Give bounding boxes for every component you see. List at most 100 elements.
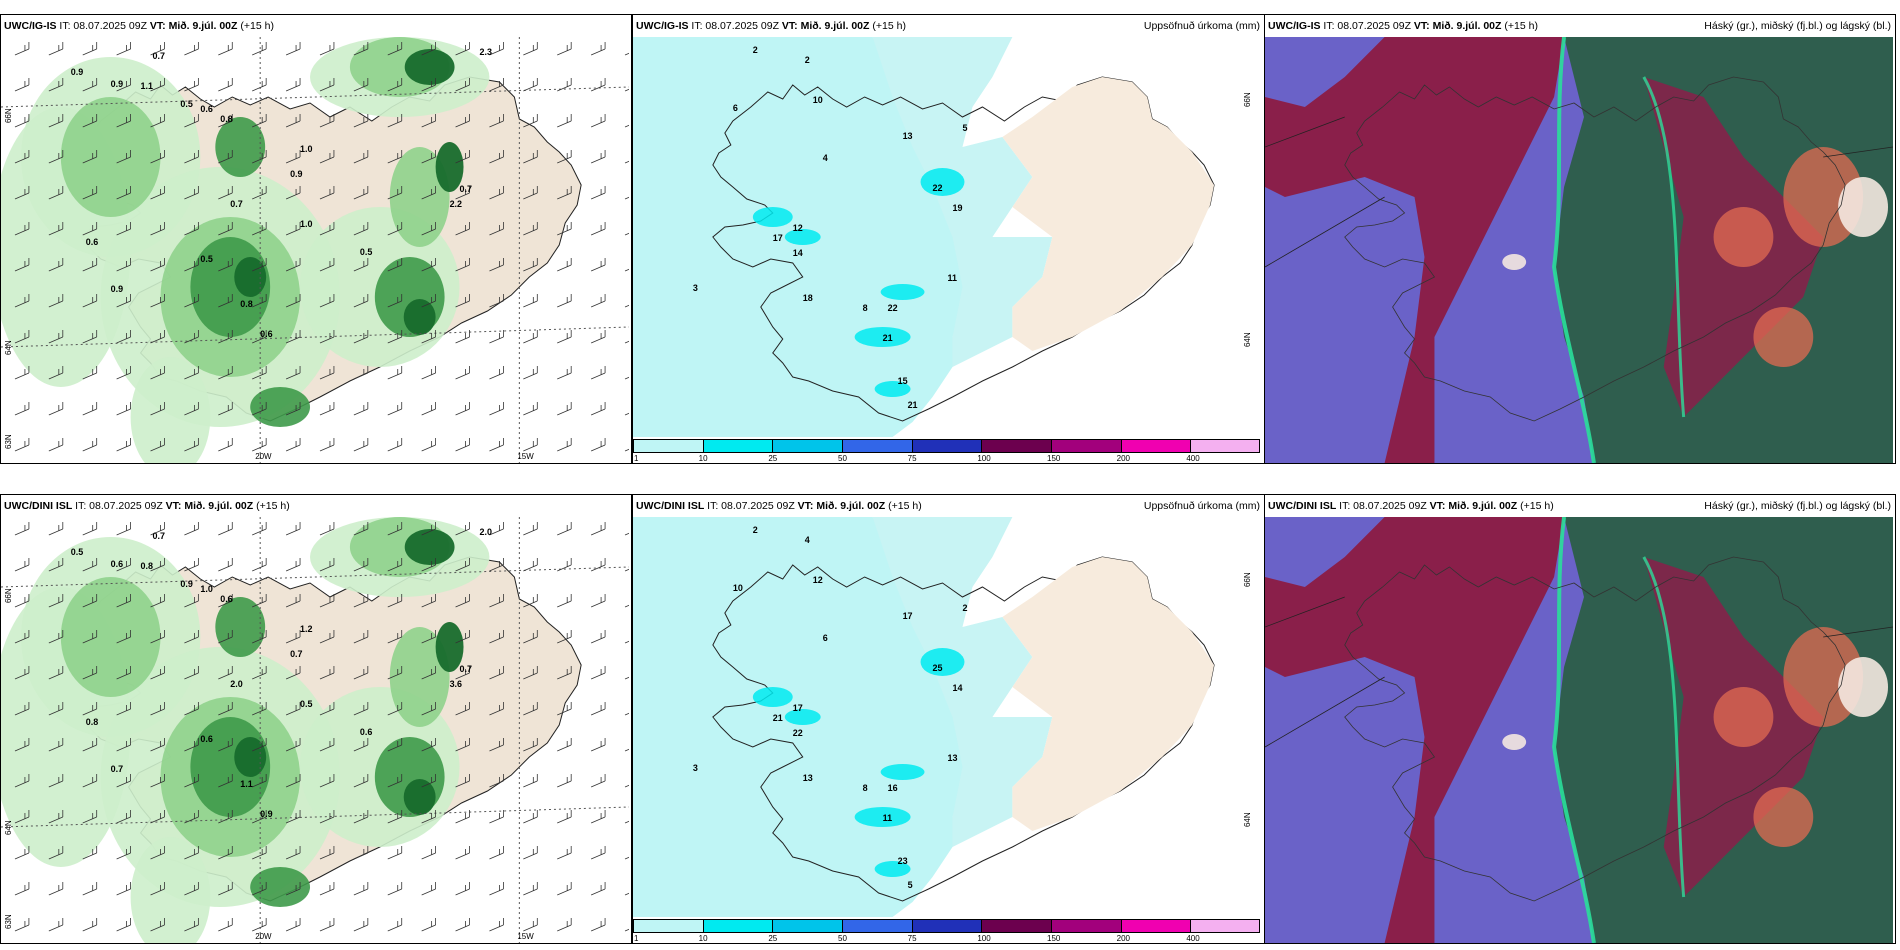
colorbar-swatch	[1120, 439, 1191, 453]
wind-barb	[150, 402, 165, 416]
wind-barb	[184, 114, 199, 128]
wind-barb	[285, 558, 301, 572]
mixed-cloud-area	[1753, 307, 1814, 367]
wind-barb	[116, 702, 131, 716]
wind-barb	[252, 522, 267, 536]
wind-barb	[252, 150, 267, 164]
precip-value-label: 14	[952, 683, 962, 693]
valid-time: Mið. 9.júl. 00Z	[168, 20, 238, 32]
wind-barb	[557, 186, 572, 200]
wind-barb	[285, 702, 301, 716]
wind-barb	[218, 294, 233, 308]
wind-barb	[455, 438, 470, 452]
map-area[interactable]	[1265, 517, 1895, 943]
cloud-value-label: 0.9	[111, 284, 123, 294]
map-area[interactable]	[1265, 37, 1895, 463]
wind-barb	[590, 594, 606, 608]
wind-barb	[523, 330, 538, 344]
wind-barb	[557, 114, 572, 128]
model-name: UWC/DINI ISL	[636, 500, 705, 512]
wind-barb	[252, 702, 267, 716]
wind-barb	[116, 294, 131, 308]
map-area[interactable]: 0.5 0.7 0.6 0.8 1.0 0.9 0.6 1.2 0.7 2.0 0.8 0.6 0.5 1…	[1, 517, 631, 943]
wind-barb	[48, 258, 64, 272]
wind-barb	[455, 258, 470, 272]
map-area[interactable]: 2 2 3 4 6 10 13 22 19 11 12 17 14 22 21 18 15 21 8 5 66N 64N	[633, 37, 1264, 439]
wind-barb	[48, 882, 64, 896]
wind-barb	[624, 604, 629, 608]
wind-barb	[353, 522, 369, 536]
wind-barb	[48, 150, 64, 164]
precip-value-label: 8	[863, 303, 868, 313]
wind-barb	[14, 522, 30, 536]
cloud-value-label: 0.8	[240, 299, 252, 309]
wind-barb	[455, 42, 470, 56]
wind-barb	[489, 918, 504, 932]
wind-barb	[421, 702, 437, 716]
wind-barb	[82, 738, 98, 752]
precip-value-label: 18	[803, 293, 813, 303]
wind-barb	[252, 222, 267, 236]
wind-barb	[387, 114, 403, 128]
map-area[interactable]: 2 4 3 6 10 12 17 25 14 13 17 21 22 16 11 13 23 5 8 2 66N 64N	[633, 517, 1264, 919]
wind-barb	[184, 402, 199, 416]
model-name: UWC/IG-IS	[4, 20, 57, 32]
colorbar-tick-label: 200	[1116, 454, 1131, 463]
wind-barb	[285, 438, 301, 452]
colorbar-tick-label: 75	[907, 454, 917, 463]
wind-barb	[353, 438, 369, 452]
wind-barb	[590, 702, 606, 716]
wind-barb	[48, 294, 64, 308]
wind-barb	[557, 558, 572, 572]
model-name: UWC/DINI ISL	[4, 500, 73, 512]
panel-title: UWC/IG-IS IT: 08.07.2025 09Z VT: Mið. 9.…	[1265, 15, 1895, 37]
colorbar-swatch	[842, 439, 912, 453]
latitude-label: 63N	[4, 914, 13, 929]
precip-value-label: 3	[693, 763, 698, 773]
wind-barb	[557, 702, 572, 716]
wind-barb	[82, 666, 98, 680]
wind-barb	[116, 882, 131, 896]
colorbar-tick-label: 1	[634, 454, 639, 463]
init-time: IT: 08.07.2025 09Z	[707, 500, 795, 512]
wind-barb	[116, 846, 131, 860]
cloud-value-label: 0.6	[200, 104, 212, 114]
valid-time-label: VT:	[781, 20, 798, 32]
wind-barb	[252, 330, 267, 344]
wind-barb	[489, 702, 504, 716]
precip-area-medium	[920, 168, 965, 196]
wind-barb	[455, 186, 470, 200]
wind-barb	[319, 594, 335, 608]
wind-barb	[590, 150, 606, 164]
colorbar-tick-label: 10	[698, 934, 708, 943]
wind-barb	[387, 78, 403, 92]
map-area[interactable]: 0.9 0.7 0.9 1.1 0.6 0.5 0.8 1.0 0.9 0.7 0.6 0.5 1.0 0…	[1, 37, 631, 463]
cloud-shade	[60, 577, 161, 697]
wind-barb	[489, 846, 504, 860]
wind-barb	[624, 568, 629, 572]
wind-barb	[116, 438, 131, 452]
wind-barb	[285, 366, 301, 380]
wind-barb	[82, 78, 98, 92]
wind-barb	[624, 712, 629, 716]
wind-barb	[624, 160, 629, 164]
wind-barb	[387, 294, 403, 308]
wind-barb	[455, 114, 470, 128]
wind-barb	[252, 258, 267, 272]
wind-barb	[523, 846, 538, 860]
panel-title: UWC/IG-IS IT: 08.07.2025 09Z VT: Mið. 9.…	[1, 15, 631, 37]
wind-barb	[590, 258, 606, 272]
iceland-coast	[1344, 556, 1846, 902]
wind-barb	[387, 402, 403, 416]
precip-value-label: 22	[793, 728, 803, 738]
wind-barb	[184, 774, 199, 788]
wind-barb	[455, 846, 470, 860]
wind-barb	[523, 774, 538, 788]
cloud-value-label: 0.7	[230, 199, 242, 209]
field-description: Háský (gr.), miðský (fj.bl.) og lágský (…	[1704, 20, 1891, 32]
wind-barb	[285, 78, 301, 92]
cloud-value-label: 0.9	[290, 169, 302, 179]
wind-barb	[624, 196, 629, 200]
forecast-offset: (+15 h)	[256, 500, 290, 512]
precip-value-label: 19	[952, 203, 962, 213]
